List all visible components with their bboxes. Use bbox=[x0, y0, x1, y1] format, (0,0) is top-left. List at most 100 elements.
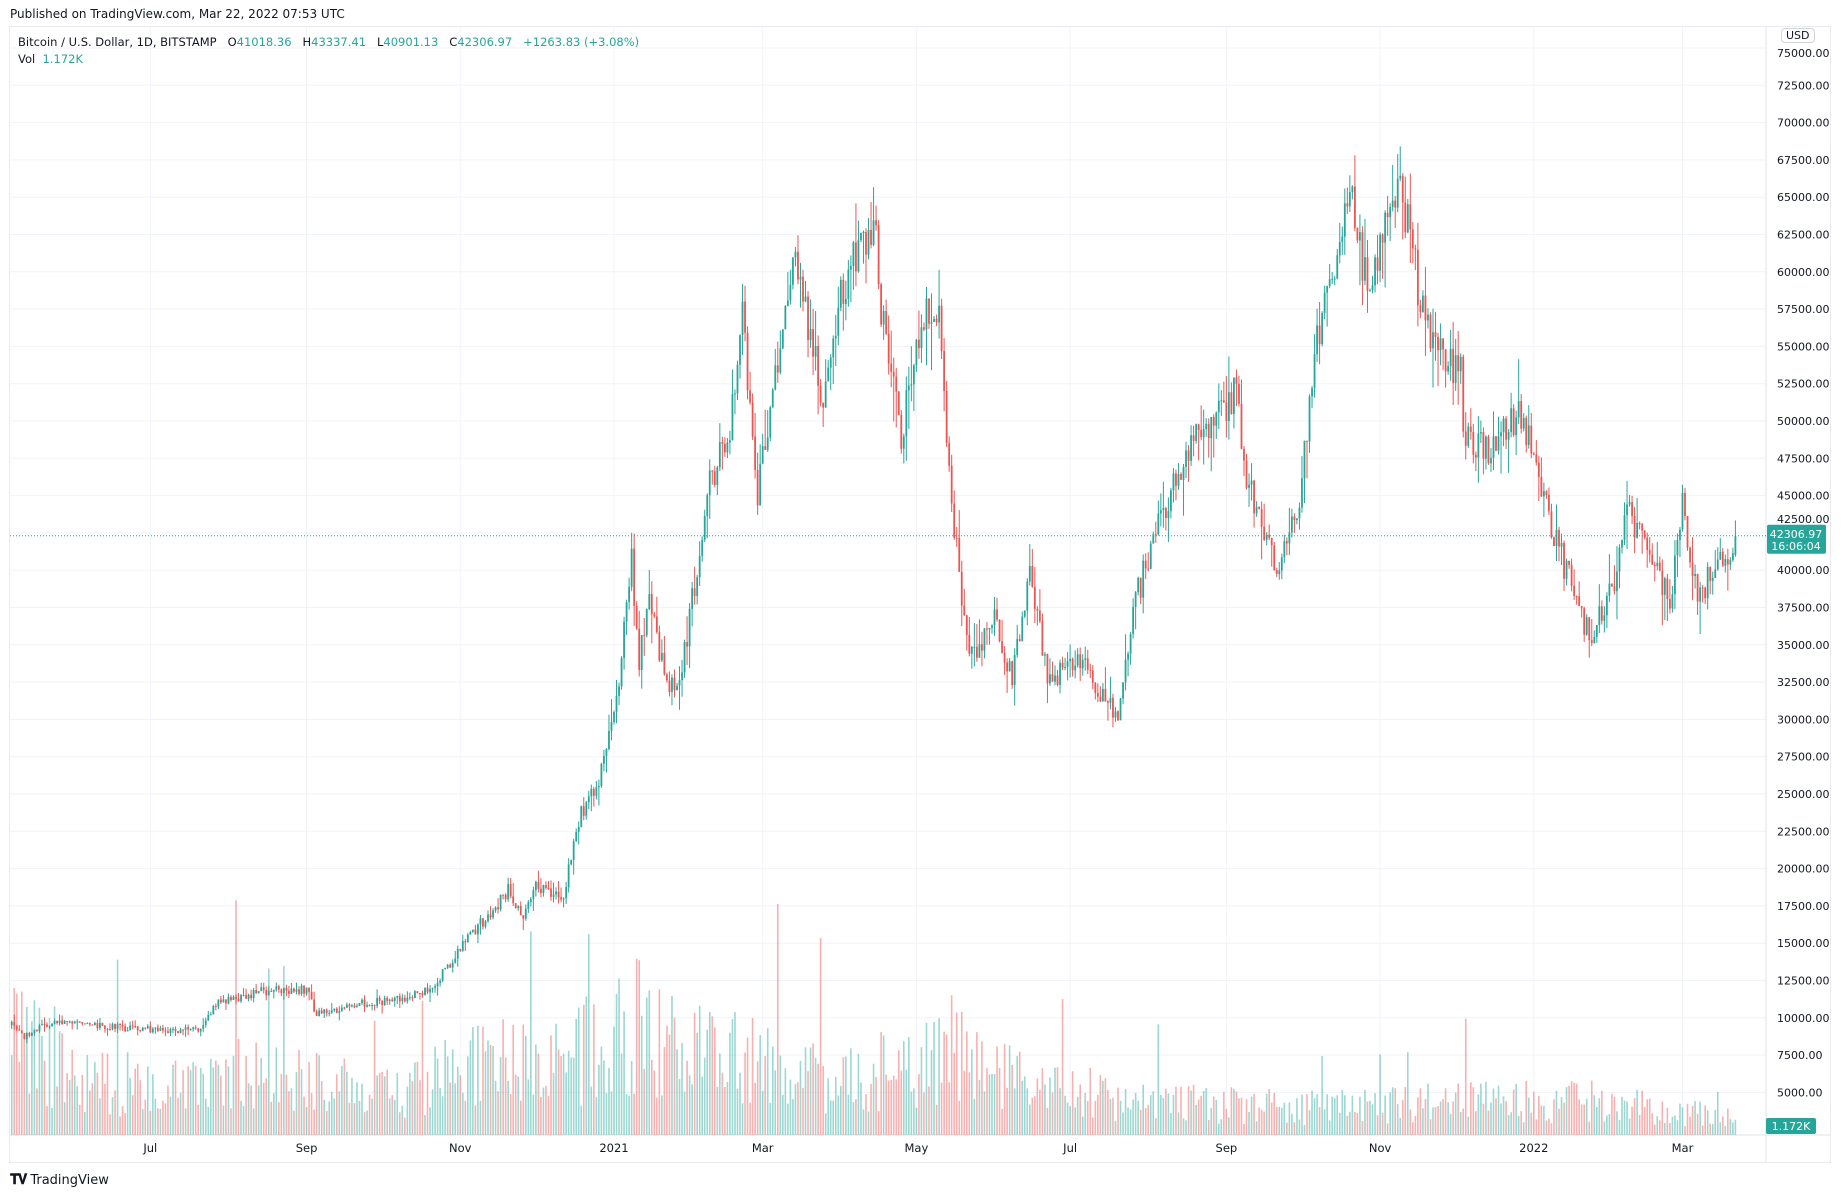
candle bbox=[489, 906, 492, 920]
candle-body bbox=[36, 1029, 38, 1032]
volume-bar bbox=[1593, 1095, 1596, 1135]
candle bbox=[134, 1020, 137, 1029]
candle-body bbox=[1593, 636, 1596, 644]
candle-body bbox=[1170, 490, 1172, 512]
candle bbox=[1454, 338, 1457, 391]
candle bbox=[1086, 649, 1089, 675]
volume-bar bbox=[1250, 1096, 1253, 1135]
candle-body bbox=[1049, 674, 1051, 684]
candle-body bbox=[832, 338, 835, 358]
volume-bar bbox=[860, 1082, 862, 1135]
candle-body bbox=[260, 987, 263, 992]
volume-bar bbox=[913, 1088, 915, 1135]
candle-body bbox=[991, 625, 993, 628]
volume-bar bbox=[409, 1072, 411, 1135]
candle-body bbox=[169, 1029, 172, 1033]
candle bbox=[325, 1008, 328, 1017]
currency-badge[interactable]: USD bbox=[1781, 28, 1815, 43]
candle bbox=[1709, 566, 1712, 595]
volume-bar bbox=[1323, 1109, 1326, 1135]
candle bbox=[776, 341, 779, 383]
candle bbox=[1517, 359, 1520, 424]
candle bbox=[129, 1021, 132, 1031]
candle bbox=[169, 1027, 172, 1036]
candle-body bbox=[1008, 661, 1011, 672]
candle-body bbox=[1646, 537, 1649, 551]
candle bbox=[1540, 457, 1543, 498]
volume-bar bbox=[688, 1075, 691, 1135]
candle bbox=[1379, 232, 1381, 283]
volume-bar bbox=[346, 1071, 348, 1135]
volume-bar bbox=[1099, 1074, 1102, 1135]
volume-bar bbox=[676, 1049, 678, 1135]
volume-bar bbox=[1618, 1119, 1621, 1135]
volume-bar bbox=[1641, 1090, 1643, 1135]
candle-body bbox=[1059, 662, 1061, 685]
volume-bar bbox=[706, 1029, 709, 1135]
candle bbox=[1570, 558, 1573, 592]
volume-bar bbox=[338, 1091, 341, 1135]
volume-bar bbox=[1651, 1113, 1654, 1135]
candle-body bbox=[1129, 634, 1132, 654]
volume-bar bbox=[1701, 1125, 1704, 1135]
candle-body bbox=[1419, 305, 1422, 313]
volume-bar bbox=[252, 1108, 255, 1135]
candle bbox=[1658, 556, 1661, 572]
volume-bar bbox=[1207, 1120, 1210, 1135]
volume-bar bbox=[1081, 1116, 1084, 1135]
candle-body bbox=[1454, 355, 1457, 383]
volume-bar bbox=[787, 1103, 789, 1135]
candle-body bbox=[421, 993, 424, 996]
candle bbox=[615, 679, 618, 724]
candle bbox=[1021, 611, 1024, 642]
candle bbox=[1691, 537, 1694, 601]
candle-body bbox=[353, 1005, 356, 1008]
candle-body bbox=[99, 1022, 101, 1028]
candle bbox=[567, 858, 570, 893]
candle bbox=[1308, 394, 1311, 453]
candle-body bbox=[703, 516, 706, 540]
candle-body bbox=[1104, 688, 1107, 702]
volume-bar bbox=[1500, 1103, 1502, 1135]
volume-bar bbox=[827, 1078, 829, 1135]
candle bbox=[1406, 199, 1409, 234]
candle-body bbox=[597, 785, 600, 788]
candle-body bbox=[1313, 354, 1316, 388]
candle bbox=[915, 338, 918, 372]
candle bbox=[638, 610, 641, 677]
candle bbox=[1731, 547, 1734, 562]
candle-body bbox=[1711, 577, 1714, 581]
volume-bar bbox=[328, 1101, 331, 1135]
volume-bar bbox=[320, 1081, 323, 1135]
candle-body bbox=[151, 1028, 154, 1033]
candle bbox=[298, 986, 300, 996]
volume-bar bbox=[414, 1062, 416, 1135]
candle-body bbox=[905, 390, 908, 437]
candle bbox=[741, 284, 744, 356]
candle-body bbox=[696, 577, 699, 597]
volume-bar bbox=[1356, 1113, 1359, 1135]
volume-bar bbox=[530, 931, 532, 1135]
candle-body bbox=[1686, 515, 1689, 548]
candle-body bbox=[1293, 516, 1296, 521]
volume-bar bbox=[1540, 1105, 1543, 1135]
volume-label[interactable]: Vol bbox=[18, 52, 36, 66]
symbol-title[interactable]: Bitcoin / U.S. Dollar, 1D, BITSTAMP bbox=[18, 35, 217, 49]
volume-bar bbox=[739, 1072, 741, 1135]
volume-bar bbox=[104, 1083, 106, 1135]
candle bbox=[456, 945, 459, 967]
tradingview-logo[interactable]: 𝐓𝐕 TradingView bbox=[10, 1172, 109, 1188]
volume-bar bbox=[1709, 1123, 1711, 1135]
volume-bar bbox=[1182, 1118, 1185, 1135]
candle bbox=[1101, 683, 1104, 702]
candle bbox=[1684, 487, 1686, 521]
candle-body bbox=[1490, 457, 1492, 464]
candle-body bbox=[1719, 551, 1722, 560]
volume-bar bbox=[580, 1105, 583, 1135]
candle bbox=[1563, 540, 1565, 592]
candle-body bbox=[1379, 234, 1381, 271]
candle-body bbox=[310, 991, 313, 1000]
candle-body bbox=[1681, 492, 1684, 530]
candle-body bbox=[963, 605, 966, 616]
